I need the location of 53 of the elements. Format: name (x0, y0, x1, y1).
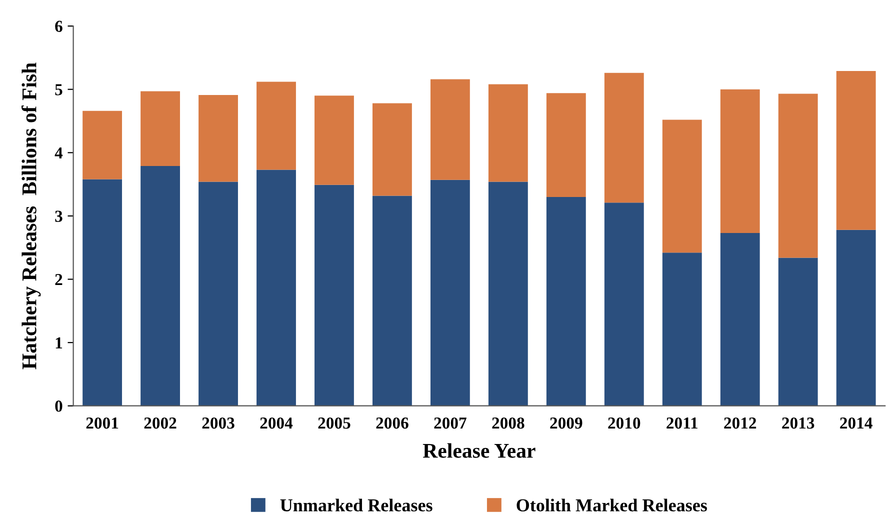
x-axis-title: Release Year (422, 443, 536, 458)
bar (314, 184, 354, 406)
bar (778, 258, 818, 406)
bar (778, 94, 818, 258)
bar (372, 196, 412, 406)
bar (662, 120, 702, 253)
x-tick-label: 2005 (318, 417, 350, 429)
bar (314, 96, 354, 185)
bar (720, 89, 760, 234)
bar (604, 72, 644, 203)
bar (82, 110, 122, 180)
legend-label: Unmarked Releases (280, 498, 432, 512)
bar (546, 93, 586, 197)
y-axis-title: Hatchery Releases Billions of Fish (22, 62, 41, 370)
y-tick-label: 2 (55, 274, 62, 286)
bar (836, 230, 876, 406)
x-tick-label: 2008 (492, 417, 524, 429)
y-tick-label: 1 (56, 337, 62, 348)
x-tick-label: 2004 (260, 417, 293, 429)
bar (488, 182, 528, 406)
x-tick-label: 2013 (782, 417, 814, 429)
legend-label: Otolith Marked Releases (516, 498, 707, 512)
x-tick-label: 2010 (608, 417, 640, 429)
bar (372, 103, 412, 196)
bar (488, 84, 528, 182)
y-tick-label: 6 (55, 20, 62, 32)
bar (140, 91, 180, 166)
bar (836, 70, 876, 230)
bar (430, 180, 470, 406)
bar (720, 233, 760, 406)
y-tick-label: 5 (55, 84, 62, 96)
x-tick-label: 2014 (840, 417, 872, 429)
y-tick-label: 4 (54, 147, 63, 158)
x-tick-label: 2006 (376, 417, 408, 429)
bar (198, 95, 238, 182)
bar (604, 202, 644, 406)
bar (546, 196, 586, 406)
y-tick-label: 0 (55, 400, 62, 412)
bar (256, 170, 296, 406)
bar (662, 252, 702, 406)
x-tick-label: 2009 (550, 417, 582, 429)
bar (140, 166, 180, 406)
x-tick-label: 2002 (144, 417, 176, 429)
x-tick-label: 2012 (724, 417, 756, 429)
x-tick-label: 2003 (202, 417, 234, 429)
bar (256, 82, 296, 170)
x-tick-label: 2007 (434, 417, 466, 429)
y-tick-label: 3 (55, 210, 62, 222)
x-tick-label: 2011 (666, 417, 698, 429)
x-tick-label: 2001 (86, 417, 118, 429)
bar (82, 179, 122, 406)
bar (198, 182, 238, 406)
bar (430, 79, 470, 180)
